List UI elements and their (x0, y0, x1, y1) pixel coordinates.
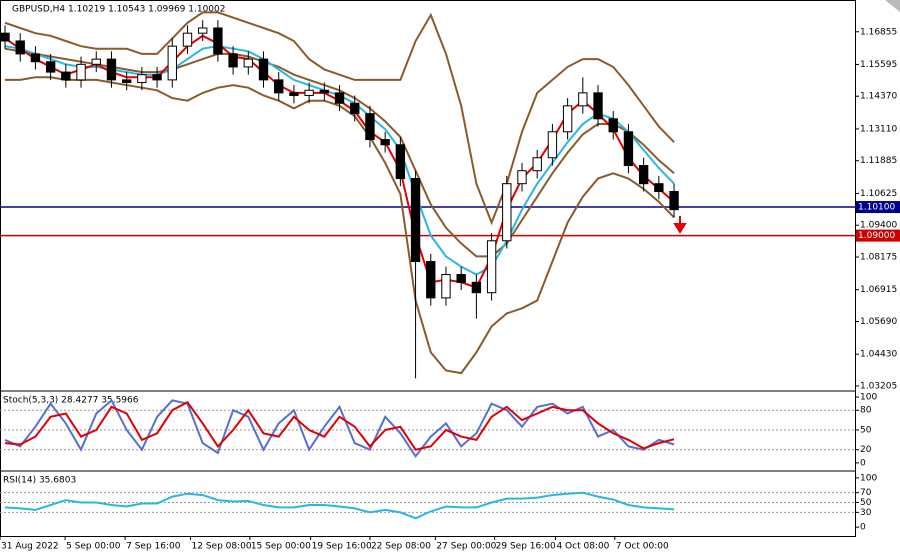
candle-body (654, 183, 664, 192)
indicator-line (4, 401, 675, 451)
candle-body (578, 92, 588, 107)
x-tick-label: 4 Oct 08:00 (556, 542, 609, 552)
y-tick-label: 80 (860, 406, 872, 416)
candle-body (395, 144, 406, 180)
candle-body (182, 32, 193, 47)
stoch-title: Stoch(5,3,3) 28.4277 35.5966 (3, 396, 139, 406)
candle-body (167, 45, 177, 81)
candle-body (137, 74, 147, 83)
candle-body (334, 92, 345, 104)
y-tick-label: 1.13110 (860, 124, 897, 134)
candle-body (213, 27, 223, 55)
y-tick-label: 1.14370 (860, 92, 897, 102)
candle-body (426, 261, 436, 299)
candle-body (471, 281, 482, 294)
y-tick-label: 1.04430 (860, 350, 897, 360)
x-tick-label: 12 Sep 08:00 (192, 542, 252, 552)
candle-body (30, 53, 41, 63)
y-tick-label: 1.05690 (860, 317, 897, 327)
indicator-line (4, 491, 675, 520)
candle-body (91, 58, 101, 65)
candle-body (319, 89, 330, 94)
y-tick-label: 20 (860, 445, 872, 455)
x-tick-label: 27 Sep 00:00 (436, 542, 496, 552)
y-tick-label: 1.06915 (860, 285, 897, 295)
candle-body (121, 79, 132, 83)
price-level-tag (856, 201, 900, 214)
candle-body (517, 170, 527, 185)
candle-body (76, 63, 86, 81)
candle-body (152, 74, 162, 81)
candle-body (441, 274, 451, 299)
candle-body (106, 58, 117, 81)
x-tick-label: 7 Oct 00:00 (616, 542, 669, 552)
y-tick-label: 1.15595 (860, 60, 897, 70)
x-tick-label: 22 Sep 08:00 (371, 542, 431, 552)
candle-body (562, 105, 573, 133)
candle-body (61, 71, 71, 81)
candle-body (289, 92, 299, 96)
y-tick-label: 100 (860, 393, 877, 403)
x-tick-label: 19 Sep 16:00 (312, 542, 372, 552)
candle-body (410, 178, 421, 263)
chart-title: GBPUSD,H4 1.10219 1.10543 1.09969 1.1000… (12, 5, 225, 15)
candle-body (304, 89, 314, 96)
candle-body (258, 58, 269, 81)
y-tick-label: 1.08175 (860, 253, 897, 263)
candle-body (593, 92, 603, 120)
candle-body (456, 274, 466, 283)
y-tick-label: 50 (860, 425, 872, 435)
candle-body (608, 118, 618, 133)
x-tick-label: 15 Sep 00:00 (251, 542, 311, 552)
candle-body (547, 131, 558, 159)
price-level-tag (856, 229, 900, 242)
candle-body (198, 27, 208, 34)
rsi-title: RSI(14) 35.6803 (3, 476, 76, 486)
y-tick-label: 1.16855 (860, 27, 897, 37)
candle-body (638, 165, 649, 185)
y-tick-label: 1.03205 (860, 381, 897, 391)
candle-body (669, 190, 679, 211)
price-level-label: 1.09000 (858, 231, 895, 241)
candle-body (274, 79, 284, 94)
x-tick-label: 29 Sep 16:00 (496, 542, 556, 552)
indicator-line (4, 398, 675, 459)
candle-body (45, 61, 56, 73)
y-tick-label: 0 (860, 458, 866, 468)
candle-body (380, 139, 390, 146)
x-tick-label: 5 Sep 00:00 (66, 542, 121, 552)
candle-body (15, 40, 25, 55)
y-tick-label: 30 (860, 508, 872, 518)
x-tick-label: 7 Sep 16:00 (126, 542, 181, 552)
candle-body (623, 131, 634, 167)
y-tick-label: 1.09400 (860, 221, 897, 231)
candle-body (0, 32, 10, 42)
candle-body (486, 240, 497, 294)
price-level-label: 1.10100 (858, 203, 895, 213)
plot-frame (0, 0, 856, 537)
candle-body (228, 53, 238, 68)
x-tick-label: 31 Aug 2022 (1, 542, 59, 552)
y-tick-label: 0 (860, 523, 866, 533)
candle-body (365, 113, 375, 141)
indicator-line (4, 11, 675, 226)
candle-body (243, 58, 253, 68)
y-tick-label: 50 (860, 498, 872, 508)
candle-body (350, 102, 360, 115)
y-tick-label: 100 (860, 473, 877, 483)
sell-arrow (673, 216, 687, 234)
candle-body (532, 157, 542, 172)
y-tick-label: 1.10625 (860, 189, 897, 199)
y-tick-label: 1.11885 (860, 156, 897, 166)
candle-body (502, 183, 512, 242)
corner-mark (885, 0, 900, 12)
y-tick-label: 70 (860, 488, 872, 498)
